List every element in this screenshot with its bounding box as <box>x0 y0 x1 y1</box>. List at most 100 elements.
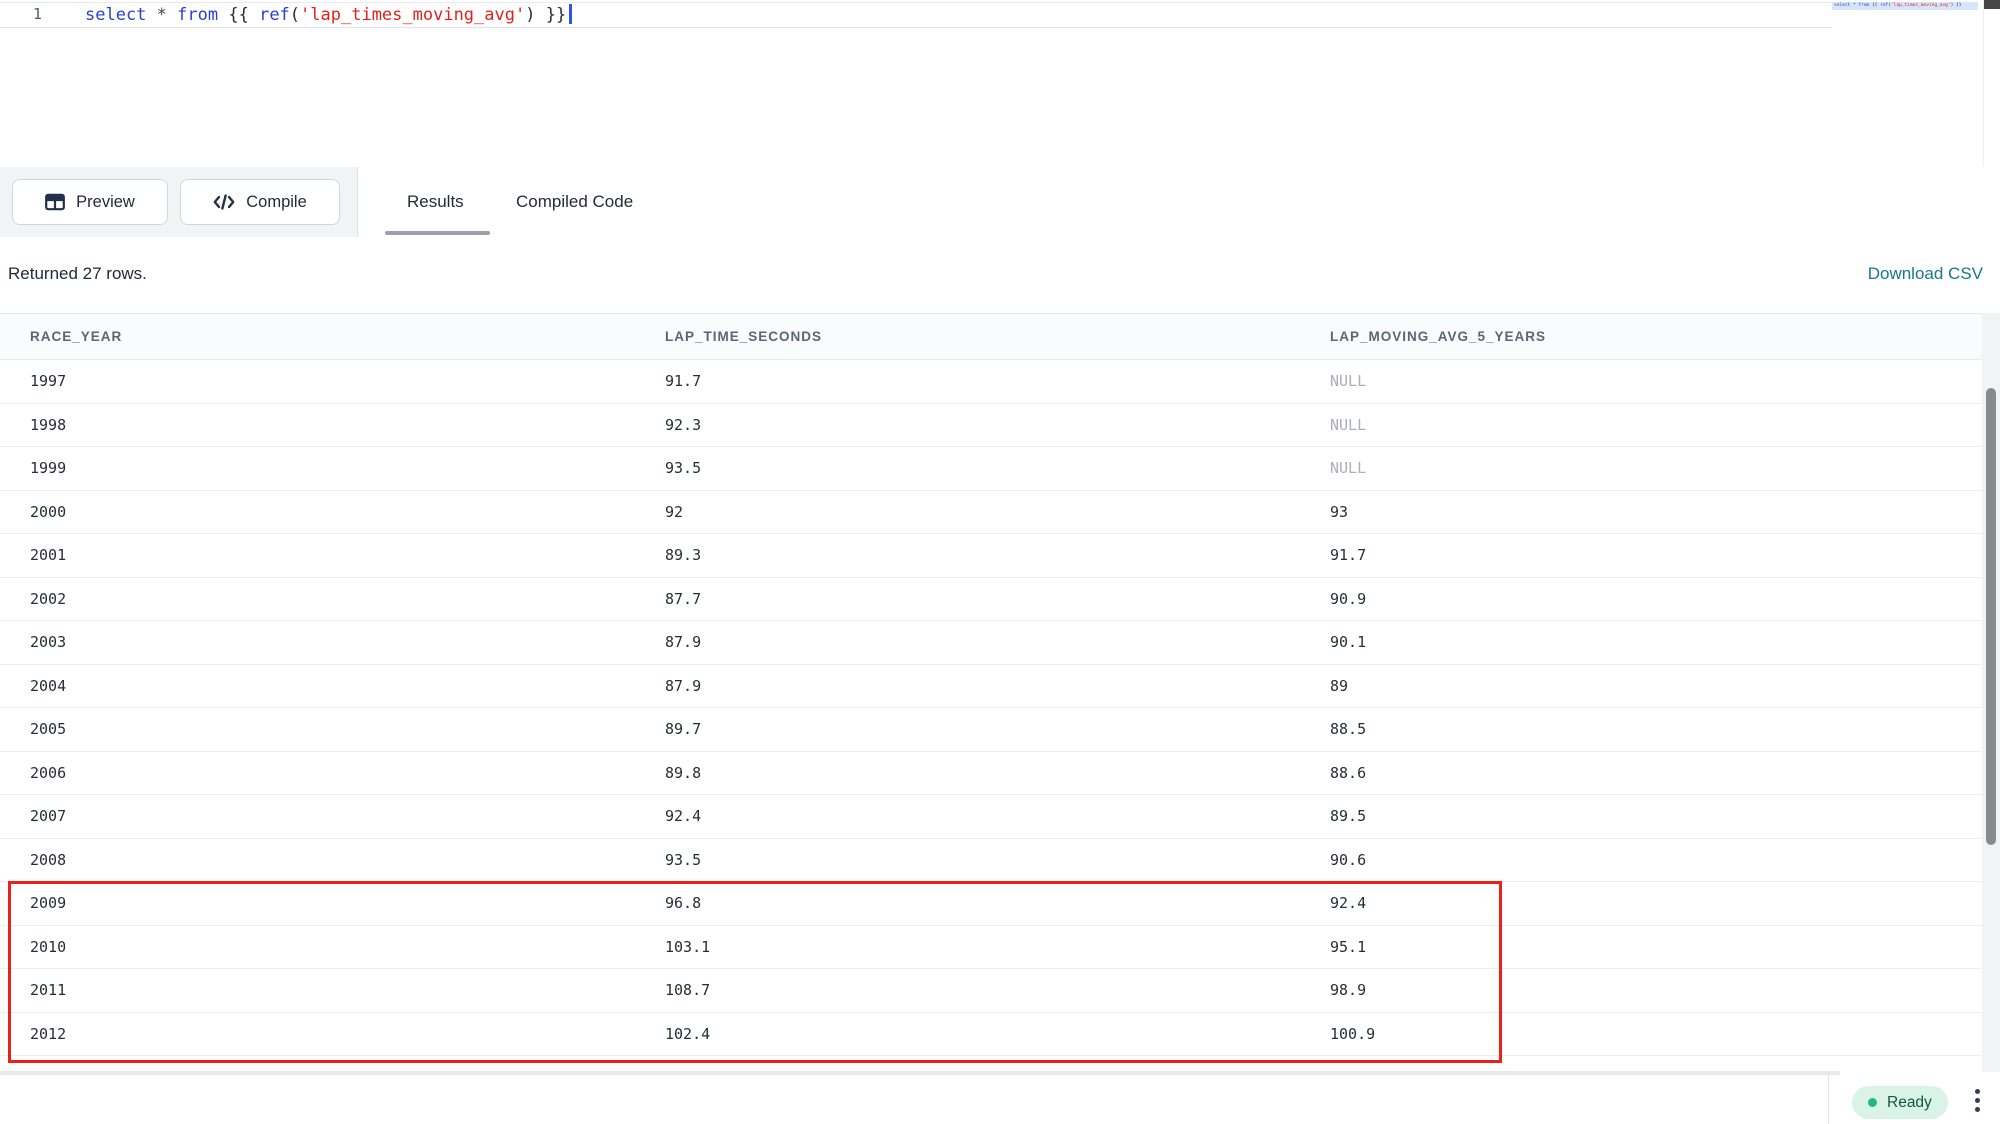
table-cell: 90.9 <box>1330 589 1367 608</box>
table-row: 2002 87.7 90.9 <box>0 577 1982 621</box>
status-badge: Ready <box>1852 1086 1948 1119</box>
table-cell: NULL <box>1330 372 1367 391</box>
table-cell: 108.7 <box>665 981 711 1000</box>
table-cell: 2000 <box>30 502 67 521</box>
table-cell: 100.9 <box>1330 1024 1376 1043</box>
current-line-highlight <box>0 2 1832 28</box>
tab-results[interactable]: Results <box>407 192 464 211</box>
table-cell: 1999 <box>30 459 67 478</box>
table-grid-icon <box>45 193 66 211</box>
table-row: 2006 89.8 88.6 <box>0 751 1982 795</box>
table-cell: 1997 <box>30 372 67 391</box>
editor-scrollbar-track[interactable] <box>1983 0 2000 166</box>
active-tab-indicator <box>385 231 490 235</box>
table-row: 2005 89.7 88.5 <box>0 708 1982 752</box>
table-cell: 88.5 <box>1330 720 1367 739</box>
green-dot-icon <box>1868 1098 1877 1107</box>
column-header: LAP_MOVING_AVG_5_YEARS <box>1330 329 1547 344</box>
status-badge-label: Ready <box>1887 1093 1932 1111</box>
editor-minimap[interactable]: select * from {{ ref('lap_times_moving_a… <box>1832 2 1978 10</box>
table-row: 2009 96.8 92.4 <box>0 882 1982 926</box>
table-cell: 1998 <box>30 415 67 434</box>
table-row: 2003 87.9 90.1 <box>0 621 1982 665</box>
column-header: LAP_TIME_SECONDS <box>665 329 823 344</box>
table-cell: 2012 <box>30 1024 67 1043</box>
table-row: 1997 91.7 NULL <box>0 360 1982 404</box>
table-cell: 91.7 <box>1330 546 1367 565</box>
table-cell: 89.5 <box>1330 807 1367 826</box>
table-cell: 91.7 <box>665 372 702 391</box>
table-row: 1998 92.3 NULL <box>0 403 1982 447</box>
table-cell: NULL <box>1330 459 1367 478</box>
table-cell: 89.7 <box>665 720 702 739</box>
minimap-code: select * from {{ ref('lap_times_moving_a… <box>1834 3 1962 8</box>
preview-button[interactable]: Preview <box>12 179 168 225</box>
tab-compiled-code[interactable]: Compiled Code <box>516 192 634 211</box>
compile-button-label: Compile <box>246 192 307 211</box>
table-cell: 98.9 <box>1330 981 1367 1000</box>
editor-scrollbar-thumb[interactable] <box>1984 0 2000 9</box>
table-header-row: RACE_YEAR LAP_TIME_SECONDS LAP_MOVING_AVG_… <box>0 313 1982 360</box>
results-table: RACE_YEAR LAP_TIME_SECONDS LAP_MOVING_AVG_… <box>0 313 1982 1056</box>
table-cell: 95.1 <box>1330 937 1367 956</box>
table-row: 2001 89.3 91.7 <box>0 534 1982 578</box>
table-cell: 90.1 <box>1330 633 1367 652</box>
line-number: 1 <box>32 5 42 23</box>
table-cell: 92.3 <box>665 415 702 434</box>
table-cell: 93.5 <box>665 459 702 478</box>
kebab-menu-icon[interactable] <box>1964 1082 1990 1118</box>
table-cell: 92.4 <box>665 807 702 826</box>
table-cell: 96.8 <box>665 894 702 913</box>
table-cell: 2011 <box>30 981 67 1000</box>
code-icon <box>213 193 235 211</box>
results-toolbar: Preview Compile Results Compiled Code <box>0 167 2000 237</box>
table-body: 1997 91.7 NULL 1998 92.3 NULL 1999 93.5 NULL 2000… <box>0 360 1982 1056</box>
table-cell: 2008 <box>30 850 67 869</box>
table-cell: 2004 <box>30 676 67 695</box>
table-scrollbar-thumb[interactable] <box>1986 388 1996 845</box>
table-cell: 2006 <box>30 763 67 782</box>
table-cell: 90.6 <box>1330 850 1367 869</box>
table-cell: 87.9 <box>665 633 702 652</box>
table-cell: 2010 <box>30 937 67 956</box>
table-cell: 93.5 <box>665 850 702 869</box>
table-row: 2011 108.7 98.9 <box>0 969 1982 1013</box>
table-cell: 92.4 <box>1330 894 1367 913</box>
status-bar: Ready <box>0 1071 2000 1124</box>
table-cell: NULL <box>1330 415 1367 434</box>
table-cell: 89 <box>1330 676 1349 695</box>
table-row: 1999 93.5 NULL <box>0 447 1982 491</box>
table-cell: 2009 <box>30 894 67 913</box>
table-cell: 92 <box>665 502 684 521</box>
table-row: 2004 87.9 89 <box>0 664 1982 708</box>
code-editor[interactable]: 1 select * from {{ ref('lap_times_moving… <box>0 0 2000 168</box>
row-count-summary: Returned 27 rows. <box>8 264 147 283</box>
table-bottom-border <box>0 1071 1840 1075</box>
table-cell: 2001 <box>30 546 67 565</box>
table-cell: 89.3 <box>665 546 702 565</box>
table-row: 2007 92.4 89.5 <box>0 795 1982 839</box>
text-cursor <box>569 4 572 24</box>
status-bar-divider <box>1828 1071 1829 1124</box>
preview-button-label: Preview <box>76 192 135 211</box>
table-scrollbar-track[interactable] <box>1982 313 2000 1072</box>
table-cell: 2007 <box>30 807 67 826</box>
table-cell: 2003 <box>30 633 67 652</box>
code-line[interactable]: select * from {{ ref('lap_times_moving_a… <box>85 4 572 28</box>
table-cell: 103.1 <box>665 937 711 956</box>
table-cell: 87.7 <box>665 589 702 608</box>
table-row: 2010 103.1 95.1 <box>0 925 1982 969</box>
table-cell: 87.9 <box>665 676 702 695</box>
table-cell: 89.8 <box>665 763 702 782</box>
table-cell: 93 <box>1330 502 1349 521</box>
table-row: 2000 92 93 <box>0 490 1982 534</box>
compile-button[interactable]: Compile <box>180 179 340 225</box>
table-row: 2012 102.4 100.9 <box>0 1012 1982 1056</box>
table-row: 2008 93.5 90.6 <box>0 838 1982 882</box>
column-header: RACE_YEAR <box>30 329 123 344</box>
download-csv-link[interactable]: Download CSV <box>1867 264 1983 283</box>
table-cell: 2002 <box>30 589 67 608</box>
table-cell: 2005 <box>30 720 67 739</box>
table-cell: 88.6 <box>1330 763 1367 782</box>
table-cell: 102.4 <box>665 1024 711 1043</box>
